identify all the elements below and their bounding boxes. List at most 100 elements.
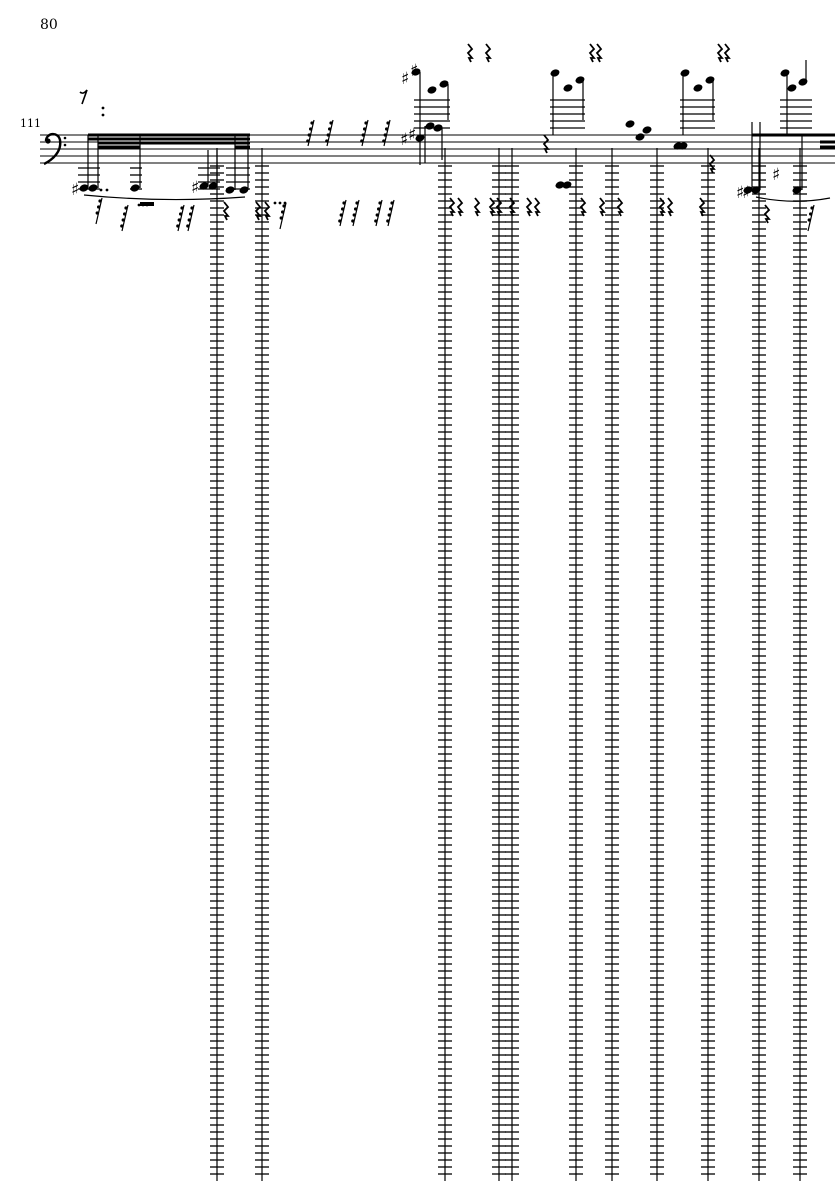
beam <box>88 133 250 137</box>
notehead <box>88 184 98 192</box>
quarter-rest-icon <box>723 43 731 63</box>
flagged-rest-dot <box>325 139 329 143</box>
flagged-rest-dot <box>375 213 379 217</box>
flagged-rest-dot <box>351 219 355 223</box>
flagged-rest-dot <box>124 206 128 210</box>
quarter-rest-icon <box>542 134 550 154</box>
flagged-rest-icon <box>95 197 103 225</box>
notehead <box>130 184 140 192</box>
beam <box>88 137 250 141</box>
quarter-rest-icon <box>466 43 474 63</box>
bass-clef-icon-dot <box>63 143 67 147</box>
flagged-rest-icon <box>807 204 815 232</box>
flagged-rest-dot <box>180 206 184 210</box>
flagged-rest-dot <box>390 201 394 205</box>
quarter-rest-icon <box>595 43 603 63</box>
flagged-rest-dot <box>360 139 364 143</box>
notehead <box>705 76 715 84</box>
notehead <box>680 69 690 77</box>
flagged-rest-dot <box>328 127 332 131</box>
quarter-rest-icon <box>254 201 262 221</box>
flagged-rest-dot <box>341 207 345 211</box>
flagged-rest-dot <box>387 213 391 217</box>
augmentation-dot <box>101 113 105 117</box>
quarter-rest-icon <box>448 197 456 217</box>
sharp-icon: ♯ <box>742 183 750 203</box>
flagged-rest-dot <box>309 127 313 131</box>
beam <box>820 140 835 144</box>
flagged-rest-dot <box>179 212 183 216</box>
quarter-rest-icon <box>456 197 464 217</box>
flagged-rest-dot <box>338 219 342 223</box>
notehead <box>693 84 703 92</box>
flagged-rest-dot <box>378 201 382 205</box>
flagged-rest-dot <box>190 206 194 210</box>
flagged-rest-dot <box>326 133 330 137</box>
eighth-rest-icon <box>79 89 88 105</box>
tie <box>755 196 831 202</box>
sharp-icon: ♯ <box>408 125 416 145</box>
notehead <box>563 84 573 92</box>
flagged-rest-dot <box>364 121 368 125</box>
flagged-rest-dot <box>383 133 387 137</box>
bass-clef-icon-dot <box>63 136 67 140</box>
flagged-rest-dot <box>187 218 191 222</box>
beam <box>820 145 835 149</box>
quarter-rest-icon <box>484 43 492 63</box>
sharp-icon: ♯ <box>191 178 199 198</box>
quarter-rest-icon <box>598 197 606 217</box>
flagged-rest-dot <box>307 133 311 137</box>
flagged-rest-dot <box>123 212 127 216</box>
flagged-rest-dot <box>354 207 358 211</box>
flagged-rest-dot <box>342 201 346 205</box>
flagged-rest-dot <box>189 212 193 216</box>
flagged-rest-dot <box>352 213 356 217</box>
quarter-rest-icon <box>658 197 666 217</box>
flagged-rest-dot <box>377 207 381 211</box>
flagged-rest-dot <box>98 199 102 203</box>
flagged-rest-dot <box>386 121 390 125</box>
quarter-rest-icon <box>263 201 271 221</box>
flagged-rest-dot <box>363 127 367 131</box>
notehead <box>625 120 635 128</box>
notehead <box>575 76 585 84</box>
flagged-rest-dot <box>810 206 814 210</box>
flagged-rest-dot <box>382 139 386 143</box>
beam <box>98 141 250 145</box>
quarter-rest-icon <box>508 197 516 217</box>
quarter-rest-icon <box>616 197 624 217</box>
quarter-rest-icon <box>708 154 716 174</box>
page-number: 80 <box>40 17 58 33</box>
beam <box>98 145 140 149</box>
quarter-rest-icon <box>495 197 503 217</box>
flagged-rest-dot <box>807 218 811 222</box>
notehead <box>635 133 645 141</box>
notehead <box>787 84 797 92</box>
quarter-rest-icon <box>533 197 541 217</box>
notehead <box>743 186 753 194</box>
notehead <box>550 69 560 77</box>
quarter-rest-icon <box>473 197 481 217</box>
bass-clef-icon-dot <box>45 138 51 144</box>
notehead <box>208 182 218 190</box>
sharp-icon: ♯ <box>772 165 780 185</box>
augmentation-dot <box>283 201 287 205</box>
sharp-icon: ♯ <box>400 130 408 150</box>
augmentation-dot <box>137 203 141 207</box>
half-rest-icon <box>140 202 154 206</box>
flagged-rest-dot <box>329 121 333 125</box>
flagged-rest-dot <box>282 204 286 208</box>
flagged-rest-dot <box>306 139 310 143</box>
flagged-rest-dot <box>186 224 190 228</box>
quarter-rest-icon <box>488 197 496 217</box>
quarter-rest-icon <box>698 197 706 217</box>
flagged-rest-dot <box>95 211 99 215</box>
notehead <box>239 186 249 194</box>
quarter-rest-icon <box>588 43 596 63</box>
notehead <box>411 68 421 76</box>
notehead <box>555 181 565 189</box>
flagged-rest-dot <box>339 213 343 217</box>
quarter-rest-icon <box>525 197 533 217</box>
flagged-rest-dot <box>389 207 393 211</box>
flagged-rest-dot <box>121 218 125 222</box>
